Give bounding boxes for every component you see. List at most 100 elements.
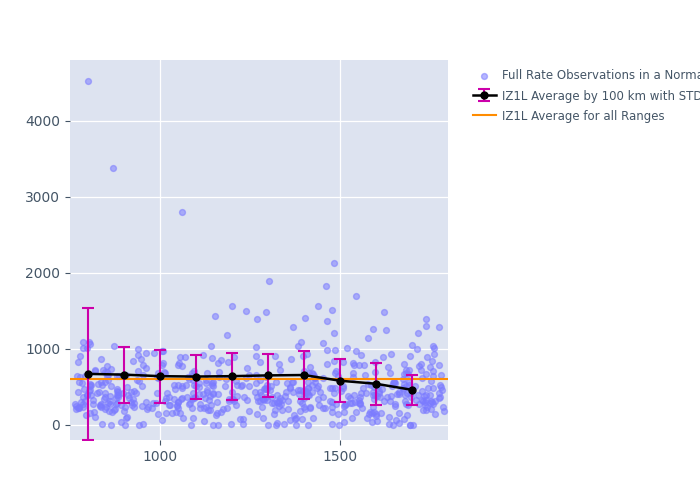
Full Rate Observations in a Normal Point — [365, 381, 377, 389]
Full Rate Observations in a Normal Point — [84, 340, 95, 348]
Full Rate Observations in a Normal Point — [366, 418, 377, 426]
Full Rate Observations in a Normal Point — [349, 398, 360, 406]
Full Rate Observations in a Normal Point — [237, 381, 248, 389]
Full Rate Observations in a Normal Point — [153, 368, 164, 376]
Full Rate Observations in a Normal Point — [360, 390, 372, 398]
Full Rate Observations in a Normal Point — [270, 406, 281, 414]
Full Rate Observations in a Normal Point — [370, 358, 381, 366]
Full Rate Observations in a Normal Point — [330, 384, 341, 392]
Full Rate Observations in a Normal Point — [287, 378, 298, 386]
Full Rate Observations in a Normal Point — [260, 393, 272, 401]
Full Rate Observations in a Normal Point — [397, 384, 408, 392]
Full Rate Observations in a Normal Point — [414, 362, 425, 370]
Full Rate Observations in a Normal Point — [89, 408, 100, 416]
Full Rate Observations in a Normal Point — [126, 388, 137, 396]
Full Rate Observations in a Normal Point — [106, 365, 117, 373]
Full Rate Observations in a Normal Point — [326, 402, 337, 410]
Full Rate Observations in a Normal Point — [328, 260, 339, 268]
Full Rate Observations in a Normal Point — [356, 350, 367, 358]
Full Rate Observations in a Normal Point — [351, 348, 362, 356]
Full Rate Observations in a Normal Point — [112, 399, 123, 407]
Full Rate Observations in a Normal Point — [258, 414, 269, 422]
Full Rate Observations in a Normal Point — [329, 370, 340, 378]
Full Rate Observations in a Normal Point — [257, 403, 268, 411]
Full Rate Observations in a Normal Point — [172, 401, 183, 409]
Full Rate Observations in a Normal Point — [78, 385, 90, 393]
Full Rate Observations in a Normal Point — [128, 387, 139, 395]
Full Rate Observations in a Normal Point — [206, 354, 218, 362]
Full Rate Observations in a Normal Point — [216, 408, 227, 416]
Full Rate Observations in a Normal Point — [120, 414, 131, 422]
Full Rate Observations in a Normal Point — [119, 404, 130, 411]
Full Rate Observations in a Normal Point — [183, 374, 195, 382]
Full Rate Observations in a Normal Point — [332, 410, 343, 418]
Full Rate Observations in a Normal Point — [108, 406, 120, 414]
Full Rate Observations in a Normal Point — [304, 403, 316, 411]
Full Rate Observations in a Normal Point — [341, 400, 352, 408]
Full Rate Observations in a Normal Point — [261, 385, 272, 393]
Full Rate Observations in a Normal Point — [309, 374, 320, 382]
Full Rate Observations in a Normal Point — [301, 387, 312, 395]
Full Rate Observations in a Normal Point — [326, 420, 337, 428]
Full Rate Observations in a Normal Point — [251, 410, 262, 418]
Full Rate Observations in a Normal Point — [274, 402, 285, 410]
Full Rate Observations in a Normal Point — [221, 332, 232, 340]
Full Rate Observations in a Normal Point — [410, 382, 421, 390]
Full Rate Observations in a Normal Point — [197, 390, 209, 398]
Full Rate Observations in a Normal Point — [258, 395, 269, 403]
Full Rate Observations in a Normal Point — [190, 382, 202, 390]
Full Rate Observations in a Normal Point — [223, 358, 234, 366]
Full Rate Observations in a Normal Point — [230, 377, 241, 385]
Full Rate Observations in a Normal Point — [131, 376, 142, 384]
Full Rate Observations in a Normal Point — [258, 395, 269, 403]
Full Rate Observations in a Normal Point — [186, 368, 197, 376]
Full Rate Observations in a Normal Point — [271, 421, 282, 429]
Full Rate Observations in a Normal Point — [71, 372, 83, 380]
Full Rate Observations in a Normal Point — [371, 392, 382, 400]
Full Rate Observations in a Normal Point — [282, 397, 293, 405]
Full Rate Observations in a Normal Point — [415, 360, 426, 368]
Full Rate Observations in a Normal Point — [95, 403, 106, 411]
Full Rate Observations in a Normal Point — [85, 392, 97, 400]
Full Rate Observations in a Normal Point — [207, 382, 218, 390]
Full Rate Observations in a Normal Point — [435, 383, 447, 391]
Full Rate Observations in a Normal Point — [303, 384, 314, 392]
Full Rate Observations in a Normal Point — [269, 410, 280, 418]
Full Rate Observations in a Normal Point — [142, 404, 153, 411]
Full Rate Observations in a Normal Point — [304, 404, 316, 412]
Full Rate Observations in a Normal Point — [244, 407, 255, 415]
Full Rate Observations in a Normal Point — [222, 404, 233, 412]
Full Rate Observations in a Normal Point — [189, 368, 200, 376]
Full Rate Observations in a Normal Point — [249, 388, 260, 396]
Full Rate Observations in a Normal Point — [169, 385, 181, 393]
Full Rate Observations in a Normal Point — [319, 404, 330, 412]
Full Rate Observations in a Normal Point — [389, 402, 400, 410]
Full Rate Observations in a Normal Point — [388, 378, 399, 386]
Full Rate Observations in a Normal Point — [332, 372, 344, 380]
Full Rate Observations in a Normal Point — [363, 380, 374, 388]
Full Rate Observations in a Normal Point — [393, 388, 405, 396]
Full Rate Observations in a Normal Point — [416, 374, 428, 382]
Full Rate Observations in a Normal Point — [309, 378, 320, 386]
Full Rate Observations in a Normal Point — [393, 419, 405, 427]
Full Rate Observations in a Normal Point — [438, 403, 449, 411]
Full Rate Observations in a Normal Point — [99, 405, 111, 413]
Full Rate Observations in a Normal Point — [174, 353, 186, 361]
Full Rate Observations in a Normal Point — [416, 396, 428, 404]
Full Rate Observations in a Normal Point — [398, 360, 409, 368]
Full Rate Observations in a Normal Point — [282, 406, 293, 413]
Full Rate Observations in a Normal Point — [158, 368, 169, 376]
Full Rate Observations in a Normal Point — [76, 398, 87, 406]
Full Rate Observations in a Normal Point — [354, 399, 365, 407]
Full Rate Observations in a Normal Point — [211, 408, 223, 416]
Full Rate Observations in a Normal Point — [132, 345, 144, 353]
Full Rate Observations in a Normal Point — [251, 314, 262, 322]
Full Rate Observations in a Normal Point — [133, 351, 144, 359]
Full Rate Observations in a Normal Point — [370, 412, 382, 420]
Full Rate Observations in a Normal Point — [424, 400, 435, 407]
Full Rate Observations in a Normal Point — [350, 408, 361, 416]
Full Rate Observations in a Normal Point — [313, 396, 324, 404]
Full Rate Observations in a Normal Point — [227, 388, 238, 396]
Full Rate Observations in a Normal Point — [383, 364, 394, 372]
Full Rate Observations in a Normal Point — [78, 344, 89, 352]
